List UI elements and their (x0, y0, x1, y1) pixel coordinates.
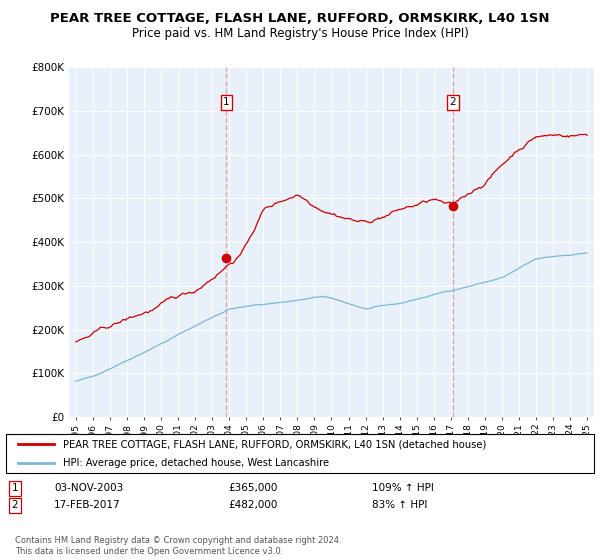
Text: £482,000: £482,000 (228, 500, 277, 510)
Text: 17-FEB-2017: 17-FEB-2017 (54, 500, 121, 510)
Text: PEAR TREE COTTAGE, FLASH LANE, RUFFORD, ORMSKIRK, L40 1SN: PEAR TREE COTTAGE, FLASH LANE, RUFFORD, … (50, 12, 550, 25)
Text: 03-NOV-2003: 03-NOV-2003 (54, 483, 123, 493)
Text: HPI: Average price, detached house, West Lancashire: HPI: Average price, detached house, West… (63, 458, 329, 468)
Text: Contains HM Land Registry data © Crown copyright and database right 2024.
This d: Contains HM Land Registry data © Crown c… (15, 536, 341, 556)
Text: PEAR TREE COTTAGE, FLASH LANE, RUFFORD, ORMSKIRK, L40 1SN (detached house): PEAR TREE COTTAGE, FLASH LANE, RUFFORD, … (63, 439, 487, 449)
Text: 1: 1 (223, 97, 230, 107)
Text: 2: 2 (449, 97, 456, 107)
Text: 109% ↑ HPI: 109% ↑ HPI (372, 483, 434, 493)
Text: 83% ↑ HPI: 83% ↑ HPI (372, 500, 427, 510)
Text: 2: 2 (11, 500, 19, 510)
Text: £365,000: £365,000 (228, 483, 277, 493)
Text: Price paid vs. HM Land Registry's House Price Index (HPI): Price paid vs. HM Land Registry's House … (131, 27, 469, 40)
Text: 1: 1 (11, 483, 19, 493)
